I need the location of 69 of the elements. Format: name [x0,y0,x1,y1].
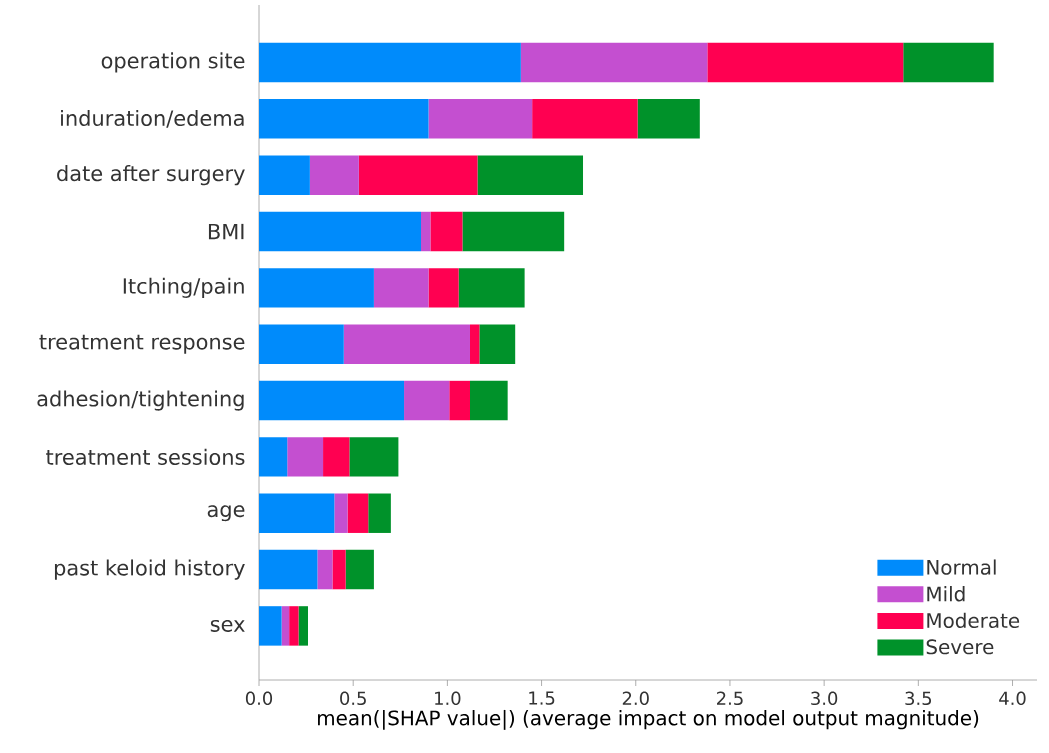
bar [259,549,318,590]
legend-label: Moderate [927,612,1020,629]
bar [343,324,470,364]
bar [469,324,480,364]
bar [287,437,324,477]
bar [430,211,463,252]
bar [520,42,708,83]
y-tick-label: age [207,505,245,522]
x-tick-label: 3.5 [905,691,932,706]
legend-label: Normal [927,559,996,575]
legend-label: Mild [927,586,965,602]
bar [477,155,584,195]
x-tick-label: 4.0 [999,691,1026,706]
bar [289,606,299,646]
y-tick-label: date after surgery [57,165,245,186]
bar [259,437,288,477]
x-tick-label: 2.5 [717,691,743,706]
bar [349,437,399,477]
bar [532,99,638,139]
bar [373,268,429,308]
x-tick-label: 2.0 [622,691,649,706]
bar [462,211,565,252]
bar [334,493,348,533]
bar [259,42,521,83]
bar [259,606,282,646]
x-tick-label: 0.5 [340,691,366,706]
bar [332,549,346,590]
bar [428,99,533,139]
bar [317,549,333,590]
y-tick-label: past keloid history [54,559,245,580]
bar [421,211,431,252]
bar [309,155,359,195]
bar [469,380,508,421]
bar [259,324,344,364]
y-tick-label: induration/edema [61,109,244,128]
bar [449,380,470,421]
bar [259,155,310,195]
bar [479,324,516,364]
bar [345,549,374,590]
bar [259,268,374,308]
y-tick-label: treatment sessions [46,448,245,465]
x-tick-label: 1.5 [529,691,555,705]
legend-label: Severe [926,639,994,655]
bar [404,380,450,421]
y-tick-label: Itching/pain [123,277,244,298]
bar [259,493,335,533]
y-tick-label: adhesion/tightening [37,390,244,411]
x-axis-title: mean(|SHAP value|) (average impact on model output magnitude) [318,709,979,730]
x-tick-label: 0.0 [245,691,273,706]
bar [428,268,459,308]
bar [637,99,700,139]
x-tick-label: 1.0 [435,691,461,706]
bar [259,211,422,252]
bar [323,437,350,477]
bar [347,493,369,533]
y-tick-label: treatment response [39,334,245,354]
y-tick-label: operation site [101,52,245,73]
bar [358,155,478,195]
x-tick-label: 3.0 [811,691,838,706]
bar [903,42,994,83]
bar [298,606,308,646]
bar [281,606,290,646]
bar [707,42,904,83]
bar [458,268,525,308]
bar [368,493,391,533]
bar [259,99,429,139]
y-tick-label: BMI [208,223,244,240]
bar [259,380,405,421]
y-tick-label: sex [210,619,245,632]
